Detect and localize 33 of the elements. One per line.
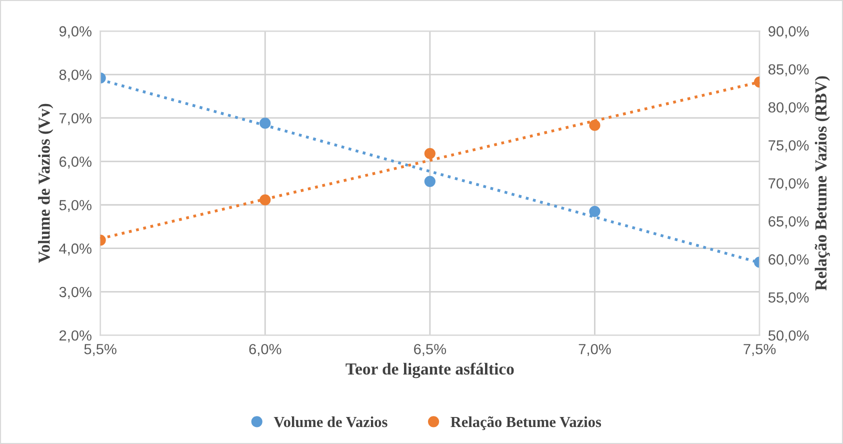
y2-tick-label: 60,0% xyxy=(768,254,809,266)
point xyxy=(589,206,600,217)
y2-tick-label: 55,0% xyxy=(768,292,809,304)
point xyxy=(260,118,271,129)
x-tick-label: 7,5% xyxy=(744,344,776,356)
y2-tick-label: 70,0% xyxy=(768,178,809,190)
y2-tick-label: 65,0% xyxy=(768,216,809,228)
y2-tick-label: 85,0% xyxy=(768,64,809,76)
y-tick-label: 8,0% xyxy=(59,70,92,82)
x-axis-title: Teor de ligante asfáltico xyxy=(346,362,514,378)
y-tick-label: 4,0% xyxy=(59,243,92,256)
y-tick-label: 6,0% xyxy=(59,156,92,169)
y2-tick-label: 75,0% xyxy=(768,140,809,152)
y-axis-title: Volume de Vazios (Vv) xyxy=(38,104,54,263)
legend-label: Relação Betume Vazios xyxy=(450,416,602,430)
y2-tick-label: 80,0% xyxy=(768,102,809,114)
x-tick-label: 6,0% xyxy=(249,344,282,356)
x-tick-label: 5,5% xyxy=(84,344,116,356)
point xyxy=(424,176,436,187)
y-tick-label: 3,0% xyxy=(59,286,92,299)
y-tick-label: 7,0% xyxy=(59,113,92,126)
y2-tick-label: 90,0% xyxy=(768,26,809,38)
y-tick-label: 9,0% xyxy=(59,26,92,38)
point xyxy=(424,148,436,160)
y2-axis-title: Relação Betume Vazios (RBV) xyxy=(814,76,830,291)
point xyxy=(260,194,271,206)
y-tick-label: 5,0% xyxy=(59,200,92,212)
point xyxy=(589,120,600,131)
y2-tick-label: 50,0% xyxy=(768,330,809,342)
x-tick-label: 6,5% xyxy=(414,344,446,356)
x-tick-label: 7,0% xyxy=(578,344,611,356)
y-tick-label: 2,0% xyxy=(59,330,92,342)
legend-label: Volume de Vazios xyxy=(274,416,388,428)
